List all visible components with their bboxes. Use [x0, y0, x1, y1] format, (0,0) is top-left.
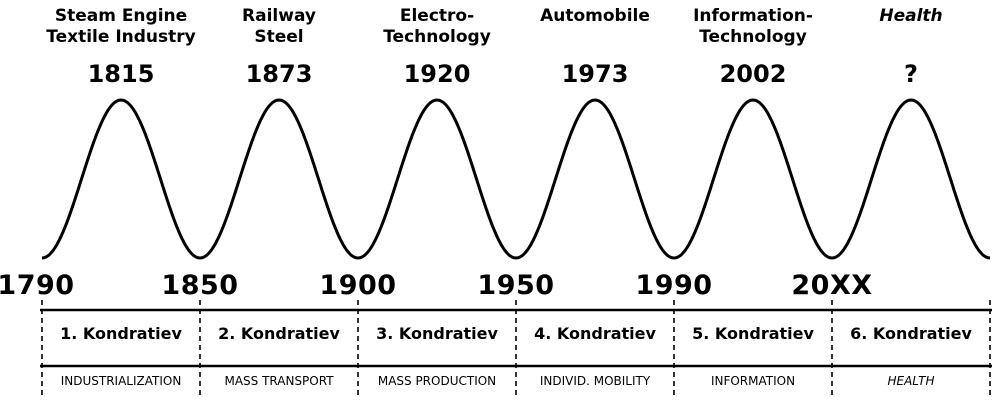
technology-label: Automobile: [540, 6, 650, 26]
trough-year: 1950: [477, 270, 555, 301]
wave-name: 5. Kondratiev: [692, 324, 814, 343]
wave-theme: INFORMATION: [710, 374, 796, 388]
wave-theme: INDUSTRIALIZATION: [60, 374, 182, 388]
peak-year: 1920: [403, 60, 471, 88]
technology-label: Health: [879, 6, 943, 26]
wave-name: 6. Kondratiev: [850, 324, 972, 343]
technology-label: Railway Steel: [242, 6, 316, 47]
wave-theme: INDIVID. MOBILITY: [539, 374, 651, 388]
wave-theme: MASS TRANSPORT: [224, 374, 334, 388]
trough-year: 1850: [161, 270, 239, 301]
kondratiev-wave-curve: [41, 98, 991, 260]
wave-theme: MASS PRODUCTION: [377, 374, 497, 388]
trough-year: 20XX: [791, 270, 873, 301]
table-dividers: [41, 300, 991, 396]
wave-name: 3. Kondratiev: [376, 324, 498, 343]
wave-name: 4. Kondratiev: [534, 324, 656, 343]
wave-name: 2. Kondratiev: [218, 324, 340, 343]
wave-name: 1. Kondratiev: [60, 324, 182, 343]
trough-year: 1990: [635, 270, 713, 301]
peak-year: ?: [904, 60, 918, 88]
peak-year: 2002: [719, 60, 787, 88]
peak-year: 1973: [561, 60, 629, 88]
wave-theme: HEALTH: [887, 374, 935, 388]
trough-year: 1900: [319, 270, 397, 301]
peak-year: 1873: [245, 60, 313, 88]
peak-year: 1815: [87, 60, 155, 88]
technology-label: Electro- Technology: [383, 6, 491, 47]
trough-year: 1790: [0, 270, 75, 301]
technology-label: Information- Technology: [693, 6, 813, 47]
technology-label: Steam Engine Textile Industry: [46, 6, 196, 47]
period-table: [40, 300, 992, 396]
